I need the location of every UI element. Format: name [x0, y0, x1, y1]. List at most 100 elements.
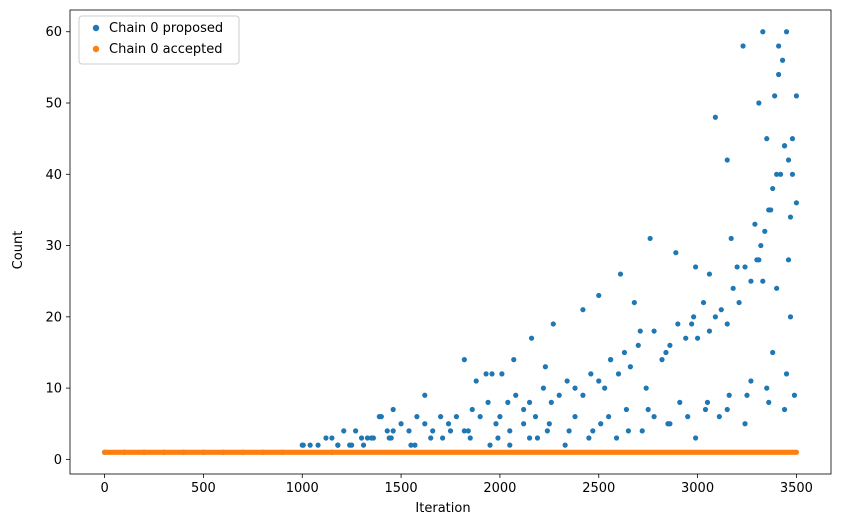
proposed-point — [724, 157, 730, 163]
x-tick-label: 2500 — [582, 481, 615, 496]
proposed-point — [408, 442, 414, 448]
proposed-point — [499, 371, 505, 377]
proposed-point — [791, 392, 798, 398]
proposed-point — [386, 435, 392, 441]
proposed-point — [724, 406, 730, 413]
proposed-point — [550, 321, 556, 327]
proposed-point — [764, 385, 770, 391]
proposed-point — [643, 385, 649, 391]
proposed-point — [613, 435, 620, 441]
proposed-point — [726, 392, 732, 398]
proposed-point — [752, 221, 758, 227]
proposed-point — [659, 357, 665, 363]
proposed-point — [689, 321, 695, 327]
x-tick-label: 0 — [100, 481, 108, 496]
proposed-point — [360, 442, 367, 448]
proposed-point — [645, 406, 651, 413]
proposed-point — [770, 349, 776, 356]
proposed-point — [691, 314, 697, 320]
proposed-point — [390, 406, 396, 413]
proposed-point — [507, 428, 513, 434]
proposed-point — [358, 435, 365, 441]
proposed-point — [521, 406, 527, 413]
proposed-point — [495, 435, 501, 441]
proposed-point — [673, 250, 679, 256]
proposed-point — [637, 328, 643, 334]
proposed-point — [384, 428, 390, 434]
proposed-point — [544, 428, 550, 434]
proposed-point — [300, 442, 306, 448]
x-tick-label: 1500 — [385, 481, 418, 496]
proposed-point — [762, 228, 768, 234]
y-tick-label: 50 — [45, 97, 62, 112]
proposed-point — [580, 392, 586, 398]
proposed-point — [596, 378, 602, 384]
proposed-point — [439, 435, 446, 441]
x-tick-label: 3500 — [780, 481, 813, 496]
proposed-point — [572, 414, 578, 420]
proposed-point — [398, 421, 404, 427]
proposed-point — [700, 299, 707, 306]
proposed-point — [781, 143, 788, 149]
x-tick-label: 1000 — [286, 481, 319, 496]
proposed-point — [693, 435, 699, 441]
proposed-point — [390, 428, 396, 434]
proposed-point — [598, 421, 604, 427]
proposed-point — [606, 414, 612, 420]
proposed-point — [469, 406, 475, 413]
proposed-point — [564, 378, 570, 384]
proposed-point — [783, 371, 790, 377]
proposed-point — [706, 328, 713, 334]
proposed-point — [341, 428, 347, 434]
proposed-point — [667, 342, 673, 348]
proposed-point — [734, 264, 740, 270]
proposed-point — [422, 421, 428, 427]
proposed-point — [453, 414, 460, 420]
proposed-point — [489, 371, 495, 377]
y-tick-label: 20 — [45, 310, 62, 325]
proposed-point — [485, 399, 491, 405]
proposed-point — [768, 207, 774, 213]
proposed-point — [787, 314, 794, 320]
proposed-point — [428, 435, 434, 441]
proposed-point — [596, 292, 602, 299]
proposed-point — [572, 385, 578, 391]
proposed-point — [353, 428, 359, 434]
legend: Chain 0 proposed Chain 0 accepted — [78, 15, 240, 65]
proposed-point — [635, 342, 641, 348]
proposed-point — [307, 442, 313, 448]
proposed-point — [532, 414, 539, 420]
proposed-point — [736, 299, 742, 306]
proposed-point — [483, 371, 489, 377]
proposed-point — [789, 171, 796, 177]
proposed-point — [677, 399, 683, 405]
proposed-point — [528, 335, 535, 341]
plot-area — [69, 9, 832, 475]
proposed-point — [663, 349, 669, 356]
x-tick-label: 3000 — [681, 481, 714, 496]
proposed-point — [623, 406, 630, 413]
proposed-point — [438, 414, 444, 420]
proposed-point — [521, 421, 527, 427]
proposed-point — [329, 435, 335, 441]
proposed-point — [740, 43, 746, 49]
proposed-point — [526, 399, 533, 405]
proposed-point — [744, 392, 750, 398]
proposed-point — [756, 257, 762, 263]
proposed-point — [414, 414, 420, 420]
proposed-point — [779, 57, 786, 63]
proposed-point — [617, 271, 624, 277]
proposed-point — [667, 421, 673, 427]
legend-marker-accepted — [92, 45, 100, 53]
proposed-point — [566, 428, 572, 434]
proposed-point — [647, 235, 653, 242]
proposed-point — [562, 442, 568, 448]
proposed-point — [651, 414, 657, 420]
proposed-point — [742, 421, 748, 427]
proposed-point — [704, 399, 711, 405]
proposed-point — [422, 392, 428, 398]
proposed-point — [777, 171, 784, 177]
proposed-point — [513, 392, 519, 398]
y-tick-label: 40 — [45, 168, 62, 183]
proposed-point — [718, 307, 724, 313]
